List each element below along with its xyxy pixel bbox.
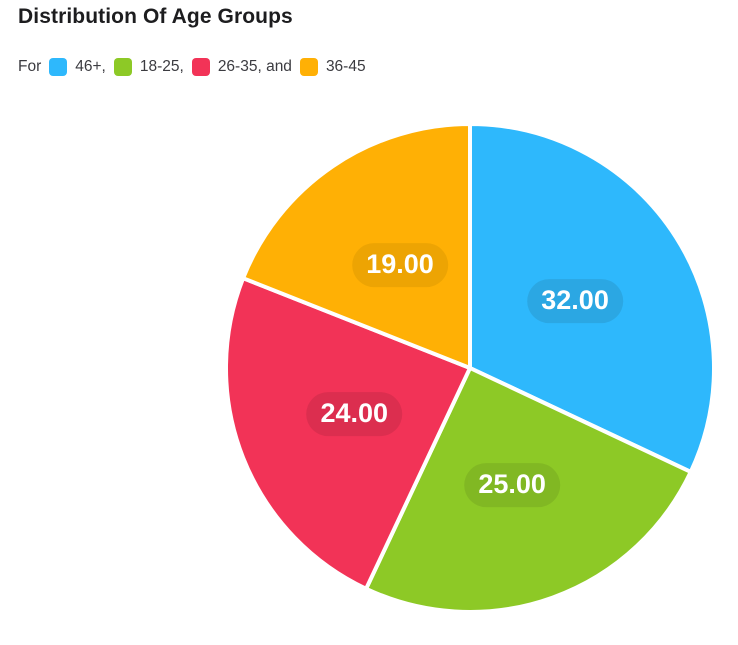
legend-swatch-0 <box>49 58 68 76</box>
chart-title: Distribution Of Age Groups <box>18 5 293 28</box>
legend-swatch-3 <box>299 58 318 76</box>
pie-slice-value-label-0: 32.00 <box>527 279 623 324</box>
pie-slice-value-label-3: 19.00 <box>352 243 448 287</box>
pie-slice-value-label-1: 25.00 <box>464 463 560 507</box>
pie-slice-value-label-2: 24.00 <box>306 391 403 436</box>
legend-swatch-2 <box>191 58 210 76</box>
legend-swatch-1 <box>113 58 132 76</box>
chart-legend: For 46+, 18-25, 26-35, and 36-45 <box>18 58 366 76</box>
legend-prefix: For <box>18 58 42 75</box>
pie-slice-3[interactable] <box>241 122 472 370</box>
legend-label-2: 26-35, and <box>217 58 292 75</box>
legend-label-3: 36-45 <box>325 58 366 75</box>
legend-label-0: 46+, <box>75 58 106 75</box>
legend-label-1: 18-25, <box>139 58 184 75</box>
legend-items: 46+, 18-25, 26-35, and 36-45 <box>41 58 366 76</box>
